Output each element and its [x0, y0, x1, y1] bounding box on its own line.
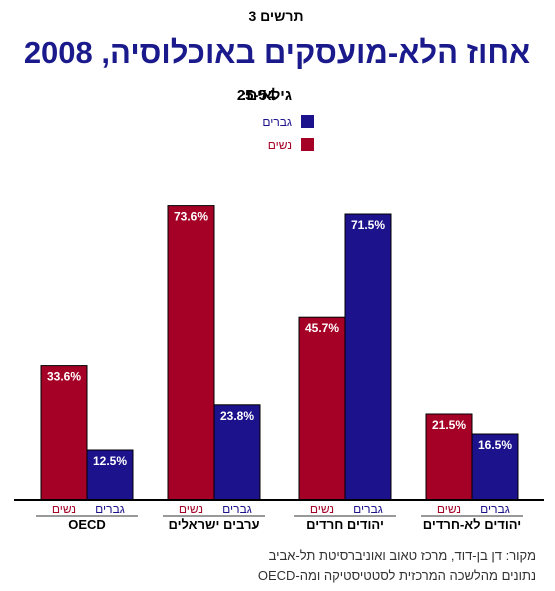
bar-sublabel-0-1: גברים — [95, 502, 125, 516]
bar-sublabel-2-0: נשים — [310, 502, 334, 516]
bar-value-label-1-0: 73.6% — [174, 210, 208, 224]
figure-label: תרשים 3 — [248, 8, 303, 24]
bar-value-label-0-0: 33.6% — [47, 370, 81, 384]
category-label-0: OECD — [68, 517, 106, 532]
source-line-2: נתונים מהלשכה המרכזית לסטטיסטיקה ומה-OEC… — [258, 568, 536, 583]
bar-2-0 — [298, 316, 346, 501]
bar-2-1 — [344, 213, 392, 501]
legend-swatch-0 — [301, 115, 314, 128]
legend-swatch-1 — [301, 138, 314, 151]
bar-3-1 — [471, 433, 519, 501]
chart-title: אחוז הלא-מועסקים באוכלוסיה, 2008 — [24, 35, 530, 70]
bar-value-label-1-1: 23.8% — [220, 409, 254, 423]
chart-subtitle-value: 25-54 — [237, 87, 276, 104]
category-label-2: יהודים חרדים — [306, 517, 384, 532]
legend-label-0: גברים — [262, 115, 292, 129]
category-label-3: יהודים לא-חרדים — [423, 517, 521, 532]
bar-value-label-0-1: 12.5% — [93, 454, 127, 468]
chart-subtitle-label: גילאים: — [241, 87, 292, 104]
bar-sublabel-3-1: גברים — [480, 502, 510, 516]
bar-value-label-2-0: 45.7% — [305, 321, 339, 335]
bar-1-1 — [213, 404, 261, 501]
bar-0-0 — [40, 365, 88, 501]
bar-sublabel-0-0: נשים — [52, 502, 76, 516]
bars — [40, 205, 519, 501]
bar-3-0 — [425, 413, 473, 501]
bar-sublabel-2-1: גברים — [353, 502, 383, 516]
bar-sublabel-3-0: נשים — [437, 502, 461, 516]
legend-label-1: נשים — [268, 138, 292, 152]
bar-value-label-2-1: 71.5% — [351, 218, 385, 232]
source-line-1: מקור: דן בן-דוד, מרכז טאוב ואוניברסיטת ת… — [269, 548, 536, 563]
bar-1-0 — [167, 205, 215, 501]
bar-value-label-3-0: 21.5% — [432, 418, 466, 432]
legend: גברים נשים — [262, 115, 314, 152]
bar-sublabel-1-0: נשים — [179, 502, 203, 516]
labels: 33.6%נשים12.5%גבריםOECD73.6%נשים23.8%גבר… — [36, 210, 523, 532]
bar-sublabel-1-1: גברים — [222, 502, 252, 516]
bar-value-label-3-1: 16.5% — [478, 438, 512, 452]
category-label-1: ערבים ישראלים — [168, 517, 259, 532]
